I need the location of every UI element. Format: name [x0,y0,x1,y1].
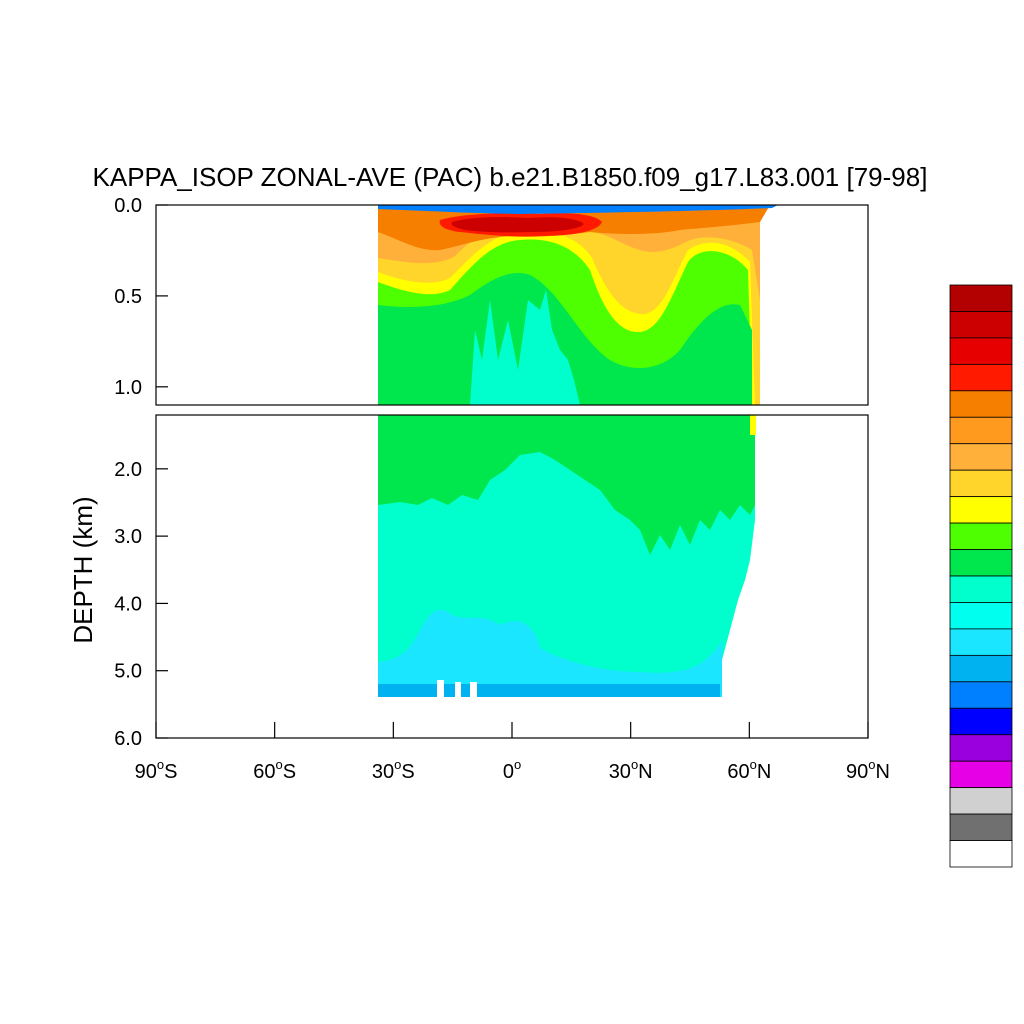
x-tick-number: 60 [727,761,749,783]
bottom-gap-2 [455,682,461,698]
colorbar-swatch [949,363,1013,392]
colorbar-swatch [949,707,1013,736]
x-tick-number: 60 [253,761,275,783]
x-tick-label: 90oS [135,757,178,783]
bottom-gap-1 [437,680,444,698]
degree-symbol: o [157,757,164,772]
degree-symbol: o [750,757,757,772]
lower-green-region [378,415,755,555]
colorbar-swatch [949,496,1013,524]
colorbar-swatch [949,284,1013,312]
degree-symbol: o [514,757,521,772]
x-tick-number: 90 [135,761,157,783]
upper-gold-band [378,205,760,405]
upper-y-tick-label: 0.0 [114,195,142,217]
upper-y-tick-label: 1.0 [114,377,142,399]
colorbar [949,284,1013,868]
colorbar-swatch [949,337,1013,365]
x-tick-hemisphere: S [164,761,177,783]
x-tick-number: 30 [609,761,631,783]
x-tick-hemisphere: N [757,761,771,783]
colorbar-swatch [949,549,1013,577]
lower-bottom-strip [378,684,720,697]
degree-symbol: o [631,757,638,772]
upper-panel-frame [155,204,869,406]
upper-panel: 0.0 0.5 1.0 [114,195,869,406]
lower-y-tick-label: 4.0 [114,593,142,615]
x-tick-label: 60oS [253,757,296,783]
lower-y-tick-label: 2.0 [114,459,142,481]
lower-lightcyan-region [378,610,722,697]
lower-east-boundary [750,415,756,435]
x-tick-hemisphere: N [876,761,890,783]
colorbar-swatch [949,787,1013,815]
degree-symbol: o [868,757,875,772]
x-tick-label: 60oN [727,757,771,783]
colorbar-swatch [949,602,1013,630]
x-tick-hemisphere: S [401,761,414,783]
colorbar-swatch [949,813,1013,841]
lower-panel: 2.03.04.05.06.0 90oS 60oS 30oS 0o 30oN 60oN 90… [114,414,890,783]
lower-y-ticks: 2.0 3.0 4.0 5.0 6.0 [114,459,168,750]
x-ticks: 90oS 60oS 30oS 0o 30oN 60oN 90oN [135,722,890,783]
colorbar-swatch [949,575,1013,603]
upper-y-ticks: 0.0 0.5 1.0 [114,195,168,399]
colorbar-swatch [949,311,1013,339]
lower-y-tick-label: 5.0 [114,661,142,683]
bottom-gap-3 [470,682,477,698]
colorbar-swatch [949,734,1013,762]
degree-symbol: o [276,757,283,772]
x-tick-hemisphere: S [283,761,296,783]
x-tick-number: 90 [846,761,868,783]
colorbar-swatch [949,654,1013,683]
lower-y-tick-label: 3.0 [114,526,142,548]
degree-symbol: o [394,757,401,772]
lower-y-tick-label: 6.0 [114,728,142,750]
x-tick-label: 90oN [846,757,890,783]
upper-darkred-core [451,217,584,233]
upper-y-tick-label: 0.5 [114,286,142,308]
colorbar-swatch [949,469,1013,498]
upper-contour-fill [378,205,778,405]
colorbar-swatch [949,760,1013,789]
x-tick-number: 0 [503,761,514,783]
x-tick-number: 30 [372,761,394,783]
x-tick-label: 0o [503,757,521,783]
upper-green-contour [378,272,752,405]
colorbar-swatch [949,628,1013,656]
x-tick-label: 30oS [372,757,415,783]
chart-title: KAPPA_ISOP ZONAL-AVE (PAC) b.e21.B1850.f… [93,162,928,192]
lower-contour-fill [378,415,756,698]
colorbar-swatch [949,443,1013,471]
colorbar-swatch [949,416,1013,445]
colorbar-swatch [949,681,1013,709]
colorbar-swatch [949,390,1013,418]
x-tick-label: 30oN [609,757,653,783]
colorbar-swatch [949,840,1013,868]
upper-cyan-intrusion [470,290,580,405]
y-axis-label: DEPTH (km) [68,496,98,643]
colorbar-swatch [949,522,1013,550]
x-tick-hemisphere: N [638,761,652,783]
upper-surface-layer [378,205,778,214]
